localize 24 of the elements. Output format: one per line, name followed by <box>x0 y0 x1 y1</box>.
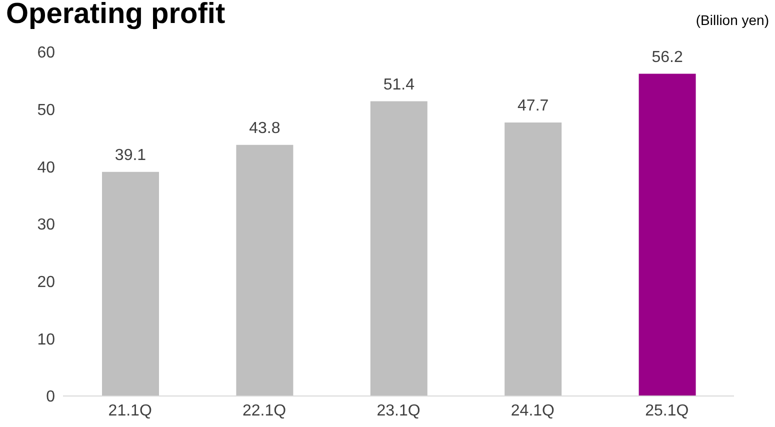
x-tick-label: 23.1Q <box>376 402 420 420</box>
data-label: 39.1 <box>114 146 146 164</box>
bar <box>102 172 159 396</box>
y-tick-label: 40 <box>37 159 56 176</box>
chart-title: Operating profit <box>6 0 226 31</box>
y-tick-label: 10 <box>37 331 56 348</box>
y-tick-label: 0 <box>46 388 56 406</box>
data-label: 56.2 <box>652 48 683 66</box>
data-label: 43.8 <box>249 120 280 137</box>
y-tick-label: 60 <box>37 44 56 62</box>
x-tick-label: 22.1Q <box>242 402 286 420</box>
bar <box>370 101 428 396</box>
bar <box>236 144 294 396</box>
x-tick-label: 21.1Q <box>108 402 152 420</box>
x-tick-label: 25.1Q <box>645 402 689 420</box>
x-tick-label: 24.1Q <box>510 402 554 420</box>
y-tick-label: 20 <box>37 274 56 292</box>
data-label: 47.7 <box>518 98 549 115</box>
data-label: 51.4 <box>383 76 415 94</box>
y-tick-label: 50 <box>37 102 56 120</box>
text: (Billion yen) <box>696 12 769 28</box>
y-tick-label: 30 <box>37 216 56 234</box>
bar <box>504 122 562 396</box>
bar <box>638 74 696 396</box>
